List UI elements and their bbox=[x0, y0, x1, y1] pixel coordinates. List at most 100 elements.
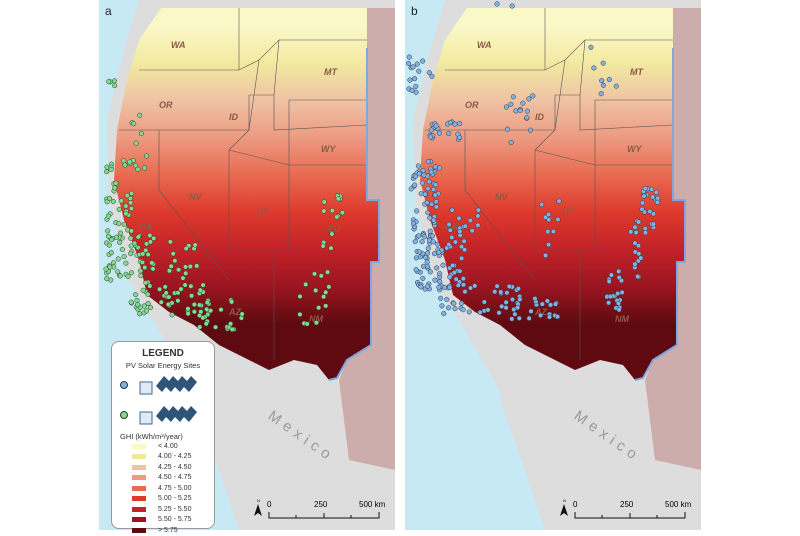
pv-site-marker bbox=[321, 294, 327, 300]
pv-site-marker bbox=[406, 54, 412, 60]
map-panel-a: Mexico WA OR ID MT WY NV UT CO AZ NM CA a N 0 250 50… bbox=[99, 0, 395, 530]
pv-site-marker bbox=[123, 211, 129, 217]
pv-site-marker bbox=[633, 229, 639, 236]
pv-site-marker bbox=[642, 230, 649, 236]
pv-site-marker bbox=[112, 83, 118, 89]
north-arrow-icon bbox=[560, 504, 568, 516]
pv-site-marker bbox=[105, 213, 111, 219]
pv-site-marker bbox=[196, 312, 203, 319]
pv-site-marker bbox=[520, 100, 526, 106]
pv-site-marker bbox=[167, 239, 173, 245]
solar-panel-rooftop-icon bbox=[139, 376, 197, 395]
pv-site-marker bbox=[172, 258, 178, 264]
state-label-wy: WY bbox=[627, 144, 642, 154]
state-label-ca: CA bbox=[445, 222, 458, 232]
pv-site-marker bbox=[640, 200, 646, 206]
pv-site-marker bbox=[324, 269, 331, 275]
legend-class: < 4.00 bbox=[112, 441, 214, 452]
pv-site-marker bbox=[121, 158, 127, 164]
pv-site-marker bbox=[606, 300, 612, 306]
pv-site-marker bbox=[598, 91, 604, 97]
pv-site-marker bbox=[104, 169, 110, 175]
state-label-mt: MT bbox=[324, 67, 338, 77]
pv-site-marker bbox=[419, 180, 425, 186]
pv-site-marker bbox=[456, 215, 462, 221]
pv-site-marker bbox=[139, 259, 146, 265]
pv-site-marker bbox=[427, 215, 433, 221]
pv-site-marker bbox=[428, 127, 434, 133]
pv-site-marker bbox=[413, 255, 419, 261]
state-border bbox=[464, 130, 536, 281]
pv-site-marker bbox=[431, 251, 437, 257]
pv-site-marker bbox=[329, 208, 335, 214]
pv-site-marker bbox=[452, 239, 458, 245]
state-label-ut: UT bbox=[562, 207, 575, 217]
legend-class-label: > 5.75 bbox=[158, 526, 178, 534]
pv-site-marker bbox=[457, 120, 463, 127]
pv-site-marker bbox=[143, 247, 149, 253]
pv-site-marker bbox=[503, 299, 509, 305]
pv-site-marker bbox=[158, 299, 164, 305]
pv-site-marker bbox=[455, 282, 461, 288]
pv-site-marker bbox=[462, 247, 468, 253]
pv-site-marker bbox=[433, 123, 439, 129]
pv-site-marker bbox=[547, 302, 554, 308]
pv-site-marker bbox=[475, 222, 481, 228]
pv-site-marker bbox=[616, 268, 622, 274]
pv-site-marker bbox=[599, 78, 605, 84]
pv-site-marker bbox=[313, 287, 319, 294]
pv-site-marker bbox=[632, 224, 638, 230]
pv-site-marker bbox=[420, 167, 426, 174]
legend-class-label: 4.75 - 5.00 bbox=[158, 484, 192, 492]
legend-swatch bbox=[132, 443, 146, 449]
ghi-region bbox=[420, 8, 685, 380]
pv-site-marker bbox=[117, 239, 123, 245]
pv-site-marker bbox=[413, 267, 419, 273]
pv-site-marker bbox=[439, 303, 445, 309]
pv-site-marker bbox=[632, 261, 638, 267]
pv-site-marker bbox=[446, 242, 452, 248]
pv-site-marker bbox=[218, 307, 224, 313]
pv-site-marker bbox=[635, 243, 642, 249]
state-border bbox=[158, 130, 230, 281]
state-label-wa: WA bbox=[477, 40, 492, 50]
pv-site-marker bbox=[441, 311, 447, 317]
pv-site-marker bbox=[143, 280, 149, 286]
outside-region bbox=[645, 8, 701, 470]
pv-site-marker bbox=[228, 321, 234, 327]
pv-site-marker bbox=[413, 83, 419, 89]
map-panel-b: Mexico WA OR ID MT WY NV UT CO AZ NM CA b N 0 250 50… bbox=[405, 0, 701, 530]
pv-site-marker bbox=[183, 270, 189, 276]
pv-site-marker bbox=[113, 180, 119, 186]
scale-bar-graphic: N 0 250 500 km bbox=[254, 498, 386, 519]
pv-site-marker bbox=[469, 228, 475, 234]
pv-site-marker bbox=[329, 231, 335, 237]
state-label-nv: NV bbox=[189, 192, 202, 202]
state-label-co: CO bbox=[633, 224, 647, 234]
pv-site-marker bbox=[462, 289, 468, 295]
state-label-nm: NM bbox=[615, 314, 629, 324]
legend-swatch bbox=[132, 475, 146, 481]
legend-class: > 5.75 bbox=[112, 525, 214, 536]
pv-site-marker bbox=[639, 206, 645, 212]
pv-site-marker bbox=[508, 101, 514, 107]
scale-bar-graphic: N 0 250 500 km bbox=[560, 498, 692, 519]
legend-swatch bbox=[132, 527, 146, 533]
pv-site-marker bbox=[185, 306, 191, 312]
pv-site-marker bbox=[323, 303, 329, 309]
pv-site-marker bbox=[134, 297, 140, 303]
state-label-az: AZ bbox=[534, 307, 547, 317]
state-label-id: ID bbox=[229, 112, 239, 122]
pv-site-marker bbox=[437, 279, 443, 285]
pv-site-marker bbox=[477, 309, 483, 315]
legend-site-entry bbox=[112, 370, 214, 400]
pv-site-marker bbox=[133, 292, 139, 298]
pv-site-marker bbox=[116, 206, 122, 213]
pv-site-marker bbox=[412, 76, 418, 82]
pv-site-marker bbox=[412, 173, 419, 179]
pv-site-marker bbox=[556, 198, 562, 204]
pv-site-marker bbox=[425, 245, 431, 251]
pv-site-marker bbox=[628, 229, 634, 235]
pv-site-marker bbox=[636, 251, 642, 257]
